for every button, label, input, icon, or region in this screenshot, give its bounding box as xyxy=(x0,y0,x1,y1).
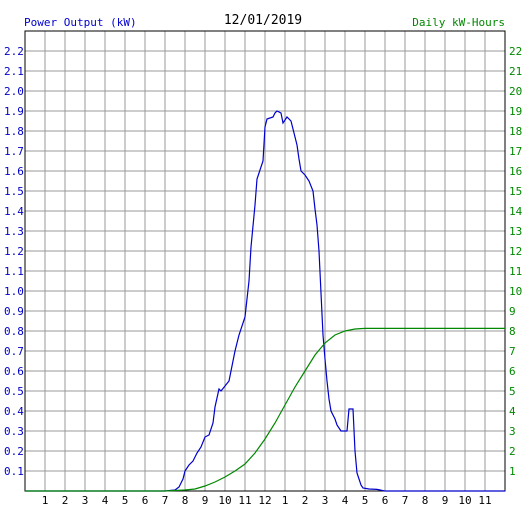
x-tick-label: 9 xyxy=(442,494,449,507)
left-tick-label: 2.1 xyxy=(4,65,24,78)
right-tick-label: 17 xyxy=(509,145,522,158)
series-lines xyxy=(25,110,505,492)
left-tick-label: 1.8 xyxy=(4,125,24,138)
right-tick-label: 16 xyxy=(509,165,522,178)
right-tick-label: 19 xyxy=(509,105,522,118)
left-tick-label: 0.6 xyxy=(4,365,24,378)
left-tick-label: 0.1 xyxy=(4,465,24,478)
right-tick-label: 11 xyxy=(509,265,522,278)
right-axis-label: Daily kW-Hours xyxy=(412,16,505,29)
x-tick-label: 2 xyxy=(302,494,309,507)
x-tick-label: 4 xyxy=(342,494,349,507)
left-tick-label: 1.3 xyxy=(4,225,24,238)
left-tick-label: 0.7 xyxy=(4,345,24,358)
x-tick-label: 7 xyxy=(162,494,169,507)
x-tick-label: 11 xyxy=(238,494,251,507)
x-tick-label: 11 xyxy=(478,494,491,507)
left-axis-label: Power Output (kW) xyxy=(24,16,137,29)
left-tick-label: 1.2 xyxy=(4,245,24,258)
grid-lines xyxy=(25,31,505,491)
right-tick-label: 15 xyxy=(509,185,522,198)
right-tick-label: 13 xyxy=(509,225,522,238)
x-tick-label: 7 xyxy=(402,494,409,507)
left-tick-label: 2.2 xyxy=(4,45,24,58)
x-tick-label: 10 xyxy=(458,494,471,507)
x-tick-label: 5 xyxy=(122,494,129,507)
right-tick-label: 2 xyxy=(509,445,516,458)
right-tick-label: 10 xyxy=(509,285,522,298)
x-axis-ticks: 1 2 3 4 5 6 7 8 9 10 11 12 1 2 3 4 5 6 7 8 9 10 11 xyxy=(42,494,492,507)
right-tick-label: 1 xyxy=(509,465,516,478)
left-tick-label: 0.9 xyxy=(4,305,24,318)
right-tick-label: 22 xyxy=(509,45,522,58)
left-tick-label: 1.7 xyxy=(4,145,24,158)
x-tick-label: 1 xyxy=(42,494,49,507)
right-tick-label: 9 xyxy=(509,305,516,318)
x-tick-label: 8 xyxy=(422,494,429,507)
x-tick-label: 6 xyxy=(382,494,389,507)
left-tick-label: 1.5 xyxy=(4,185,24,198)
x-tick-label: 3 xyxy=(322,494,329,507)
left-tick-label: 0.2 xyxy=(4,445,24,458)
x-tick-label: 12 xyxy=(258,494,271,507)
x-tick-label: 4 xyxy=(102,494,109,507)
x-tick-label: 5 xyxy=(362,494,369,507)
chart-date-title: 12/01/2019 xyxy=(224,13,302,28)
x-tick-label: 6 xyxy=(142,494,149,507)
x-tick-label: 10 xyxy=(218,494,231,507)
x-tick-label: 8 xyxy=(182,494,189,507)
right-tick-label: 3 xyxy=(509,425,516,438)
right-tick-label: 6 xyxy=(509,365,516,378)
plot-frame xyxy=(24,30,506,492)
right-tick-label: 5 xyxy=(509,385,516,398)
x-tick-label: 9 xyxy=(202,494,209,507)
left-tick-label: 2.0 xyxy=(4,85,24,98)
right-tick-label: 21 xyxy=(509,65,522,78)
right-tick-label: 20 xyxy=(509,85,522,98)
right-tick-label: 12 xyxy=(509,245,522,258)
x-tick-label: 1 xyxy=(282,494,289,507)
left-tick-label: 1.9 xyxy=(4,105,24,118)
x-tick-label: 2 xyxy=(62,494,69,507)
left-tick-label: 1.4 xyxy=(4,205,24,218)
power-output-line xyxy=(25,110,505,492)
right-tick-label: 7 xyxy=(509,345,516,358)
right-tick-label: 4 xyxy=(509,405,516,418)
left-tick-label: 0.4 xyxy=(4,405,24,418)
x-tick-label: 3 xyxy=(82,494,89,507)
left-tick-label: 1.0 xyxy=(4,285,24,298)
left-axis-ticks: 0.1 0.2 0.3 0.4 0.5 0.6 0.7 0.8 0.9 1.0 1.1 1.2 1.3 1… xyxy=(4,45,24,478)
left-tick-label: 0.5 xyxy=(4,385,24,398)
left-tick-label: 0.8 xyxy=(4,325,24,338)
right-tick-label: 14 xyxy=(509,205,523,218)
right-tick-label: 8 xyxy=(509,325,516,338)
left-tick-label: 1.6 xyxy=(4,165,24,178)
daily-kwh-line xyxy=(25,327,505,492)
right-tick-label: 18 xyxy=(509,125,522,138)
left-tick-label: 0.3 xyxy=(4,425,24,438)
left-tick-label: 1.1 xyxy=(4,265,24,278)
